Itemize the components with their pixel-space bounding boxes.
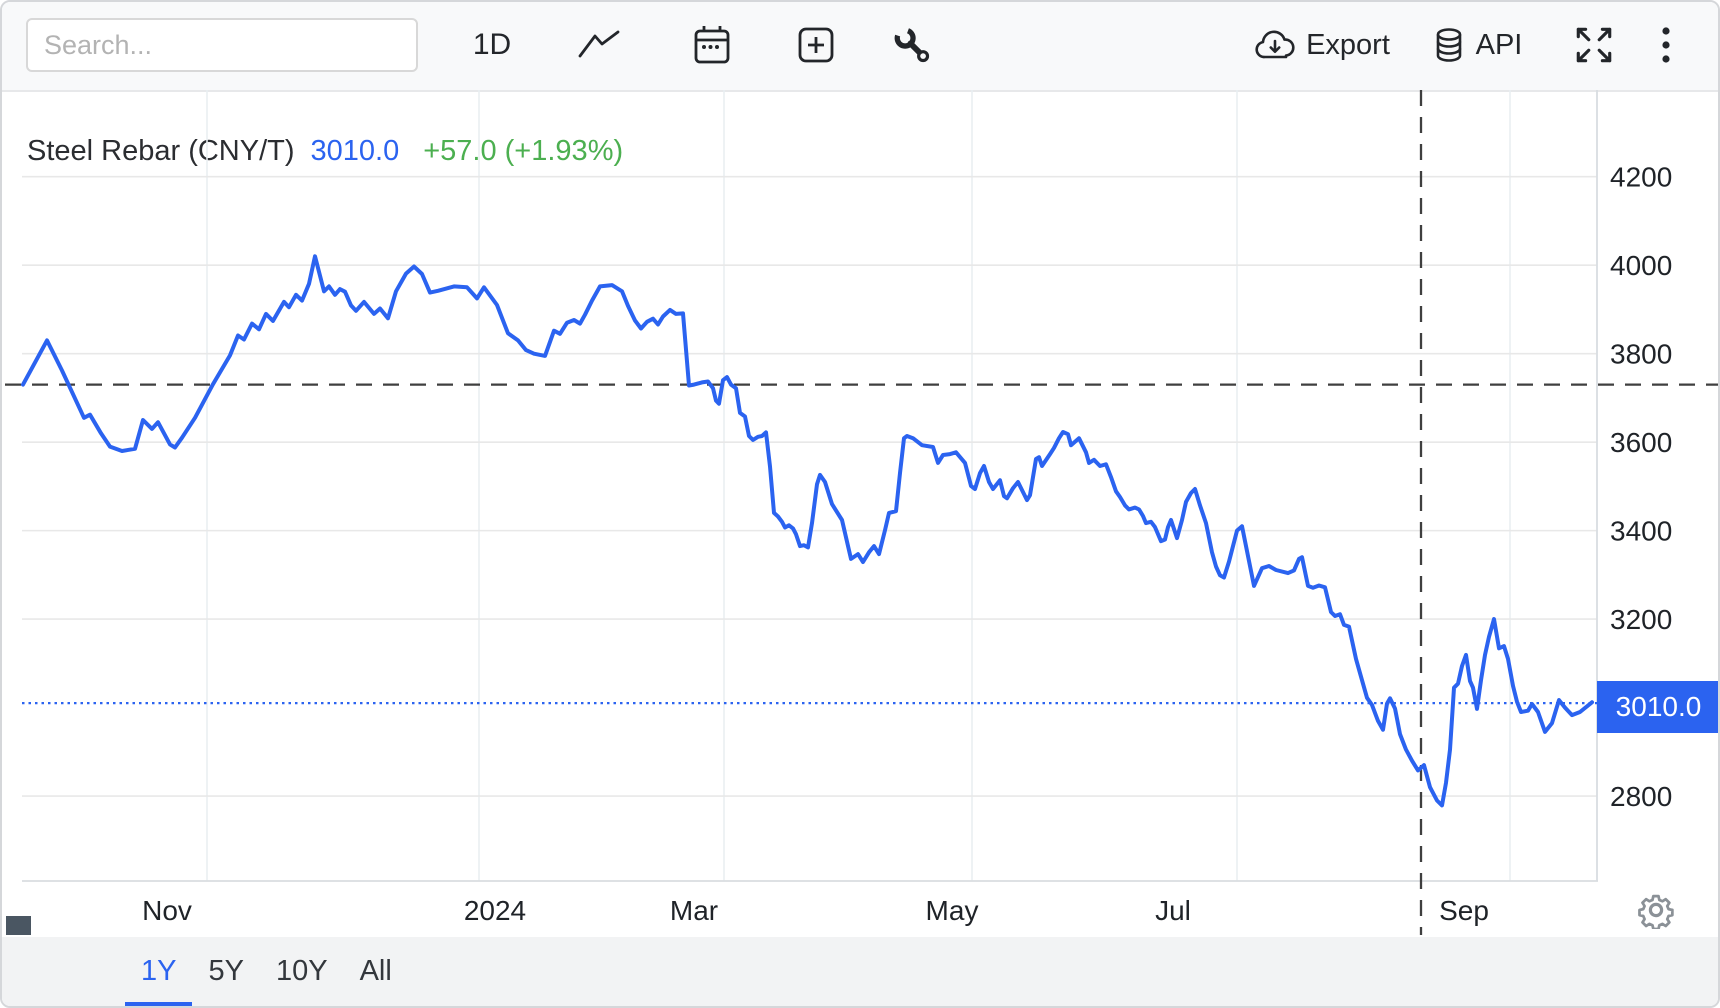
x-axis-tick-label: Mar: [670, 895, 718, 926]
chart-plot-area[interactable]: [22, 90, 1597, 881]
toolbar: 1D: [2, 2, 1718, 92]
fullscreen-icon: [1572, 23, 1616, 67]
x-axis-tick-label: 2024: [464, 895, 526, 926]
gear-icon: [1637, 891, 1675, 934]
tab-1y[interactable]: 1Y: [125, 937, 193, 1006]
settings-tools-button[interactable]: [888, 2, 936, 88]
y-axis-tick-label: 4000: [1610, 250, 1672, 281]
instrument-title: Steel Rebar (CNY/T): [27, 135, 295, 167]
last-price-axis-badge: 3010.0: [1597, 681, 1718, 733]
chart-type-button[interactable]: [574, 2, 624, 88]
fullscreen-button[interactable]: [1568, 2, 1620, 88]
y-axis-tick-label: 2800: [1610, 781, 1672, 812]
x-axis-tick-label: Jul: [1155, 895, 1191, 926]
price-change-value: +57.0 (+1.93%): [423, 135, 623, 167]
y-axis-tick-label: 3200: [1610, 604, 1672, 635]
tab-all[interactable]: All: [344, 937, 408, 1006]
x-axis-tick-label: Sep: [1439, 895, 1489, 926]
export-button[interactable]: Export: [1242, 2, 1402, 88]
last-price-value: 3010.0: [311, 135, 400, 167]
navigator-handle[interactable]: [6, 916, 31, 935]
x-axis-tick-label: Nov: [142, 895, 192, 926]
y-axis-tick-label: 3800: [1610, 339, 1672, 370]
add-compare-button[interactable]: [794, 2, 838, 88]
tab-5y[interactable]: 5Y: [192, 937, 259, 1006]
kebab-menu-button[interactable]: [1646, 2, 1686, 88]
y-axis-tick-label: 3600: [1610, 427, 1672, 458]
line-chart-icon: [577, 30, 621, 60]
api-button[interactable]: API: [1426, 2, 1528, 88]
x-axis-tick-label: May: [926, 895, 979, 926]
cloud-download-icon: [1254, 28, 1296, 62]
calendar-icon: [692, 24, 732, 66]
chart-settings-button[interactable]: [1634, 890, 1678, 934]
range-bar: 1Y 5Y 10Y All: [2, 937, 1718, 1006]
interval-button[interactable]: 1D: [454, 2, 530, 88]
chart-legend: Steel Rebar (CNY/T) 3010.0 +57.0 (+1.93%): [27, 135, 623, 168]
export-label: Export: [1306, 28, 1390, 61]
search-input[interactable]: [26, 18, 418, 72]
y-axis-tick-label: 3400: [1610, 516, 1672, 547]
y-axis-tick-label: 4200: [1610, 162, 1672, 193]
database-icon: [1432, 27, 1466, 63]
api-label: API: [1475, 28, 1523, 61]
plus-box-icon: [797, 26, 835, 64]
wrench-icon: [893, 26, 931, 64]
calendar-button[interactable]: [690, 2, 734, 88]
tab-10y[interactable]: 10Y: [260, 937, 344, 1006]
kebab-menu-icon: [1660, 25, 1672, 65]
range-tabs: 1Y 5Y 10Y All: [125, 937, 408, 1006]
